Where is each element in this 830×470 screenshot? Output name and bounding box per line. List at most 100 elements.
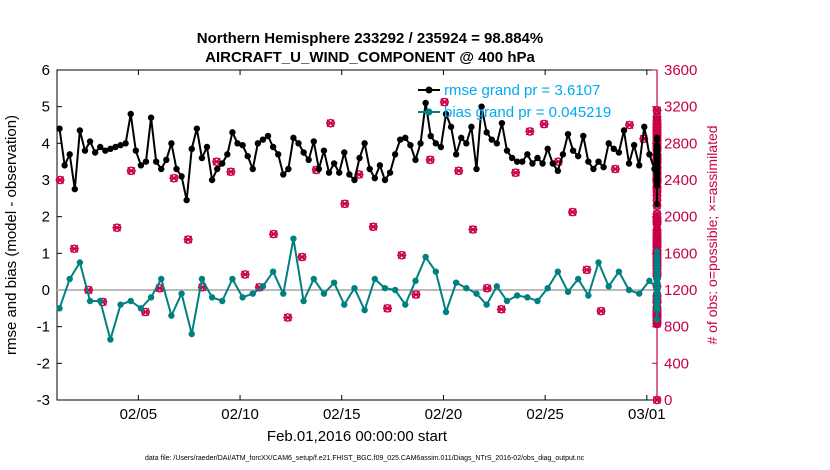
bias-point	[229, 275, 236, 283]
y2-tick-label: 3200	[664, 99, 697, 116]
rmse-point	[376, 162, 384, 169]
bias-point	[117, 301, 124, 308]
rmse-point	[269, 143, 277, 151]
rmse-point	[239, 141, 246, 149]
bias-point	[269, 268, 277, 275]
x-tick-label: 03/01	[628, 406, 666, 423]
rmse-point	[290, 134, 297, 142]
bias-point	[524, 294, 531, 301]
bias-point	[402, 301, 409, 308]
rmse-point	[483, 129, 490, 136]
y-tick-label: 4	[42, 135, 50, 152]
rmse-point	[330, 160, 338, 167]
obs-assimilated-point	[269, 230, 279, 239]
rmse-point	[117, 141, 124, 149]
rmse-point	[554, 167, 562, 175]
bias-point	[554, 268, 562, 275]
bias-point	[653, 268, 661, 275]
obs-assimilated-point	[652, 106, 662, 115]
bias-point	[442, 308, 450, 316]
rmse-point	[653, 167, 661, 175]
y2-tick-label: 3600	[664, 62, 697, 79]
rmse-point	[66, 151, 73, 158]
bias-point	[147, 294, 155, 301]
rmse-point	[498, 119, 506, 127]
rmse-point	[102, 147, 109, 154]
bias-point	[198, 275, 206, 283]
rmse-point	[559, 151, 567, 158]
bias-point	[158, 275, 165, 283]
rmse-point	[422, 99, 429, 107]
bias-point	[463, 284, 470, 292]
rmse-point	[366, 165, 373, 173]
obs-assimilated-point	[582, 265, 592, 274]
x-axis-ticks: 02/05 02/10 02/15 02/20 02/25 03/01	[120, 70, 666, 423]
bias-point	[76, 259, 84, 266]
legend-bias-marker	[425, 108, 433, 116]
rmse-point	[381, 176, 389, 184]
rmse-point	[346, 171, 353, 178]
obs-assimilated-point	[652, 395, 662, 405]
bias-point	[653, 261, 661, 268]
obs-assimilated-point	[652, 122, 662, 131]
legend-bias-label: bias grand pr = 0.045219	[444, 104, 611, 121]
bias-point	[310, 275, 317, 283]
bias-point	[432, 268, 440, 275]
rmse-point	[437, 143, 445, 151]
obs-assimilated-point	[383, 304, 393, 313]
rmse-point	[147, 114, 155, 121]
data-file-footer: data file: /Users/raeder/DAI/ATM_forcXX/…	[145, 455, 585, 462]
rmse-point	[653, 134, 661, 142]
rmse-point	[259, 136, 267, 143]
rmse-point	[636, 162, 643, 169]
x-tick-label: 02/10	[221, 406, 259, 423]
legend: rmse grand pr = 3.6107 bias grand pr = 0…	[418, 82, 611, 121]
y-tick-label: 1	[42, 245, 50, 262]
y2-tick-label: 400	[664, 355, 689, 372]
obs-assimilated-point	[652, 215, 662, 224]
obs-assimilated-point	[55, 175, 65, 185]
obs-assimilated-point	[511, 168, 521, 177]
rmse-point	[61, 162, 68, 169]
rmse-point	[356, 154, 363, 162]
rmse-point	[442, 110, 450, 118]
rmse-point	[127, 110, 134, 118]
rmse-point	[152, 158, 160, 165]
plot-area	[56, 69, 658, 401]
bias-point	[280, 290, 287, 297]
rmse-point	[569, 147, 577, 154]
obs-assimilated-point	[625, 120, 635, 130]
rmse-point	[305, 156, 312, 164]
y-tick-label: -3	[37, 392, 50, 409]
rmse-point	[112, 143, 119, 151]
bias-point	[178, 290, 185, 297]
rmse-point	[371, 174, 378, 182]
bias-point	[625, 286, 633, 294]
bias-point	[503, 297, 511, 305]
y2-tick-label: 2800	[664, 135, 697, 152]
bias-point	[452, 279, 460, 286]
rmse-point	[524, 151, 531, 158]
obs-assimilated-point	[283, 313, 293, 322]
bias-point	[605, 283, 612, 290]
bias-point	[653, 284, 661, 292]
x-axis-label: Feb.01,2016 00:00:00 start	[267, 428, 448, 445]
y-tick-label: 0	[42, 282, 50, 299]
bias-point	[320, 290, 328, 297]
rmse-point	[641, 123, 648, 131]
y-tick-label: 2	[42, 209, 50, 226]
rmse-point	[600, 163, 607, 171]
bias-point	[290, 235, 297, 242]
obs-assimilated-point	[326, 119, 336, 128]
rmse-point	[615, 149, 623, 156]
rmse-point	[229, 129, 236, 136]
rmse-point	[473, 165, 480, 173]
rmse-point	[285, 165, 292, 173]
rmse-point	[503, 147, 511, 154]
rmse-point	[529, 160, 536, 167]
rmse-point	[71, 185, 78, 193]
rmse-point	[447, 123, 455, 131]
rmse-point	[97, 143, 104, 151]
rmse-point	[178, 173, 185, 180]
rmse-point	[91, 149, 99, 156]
